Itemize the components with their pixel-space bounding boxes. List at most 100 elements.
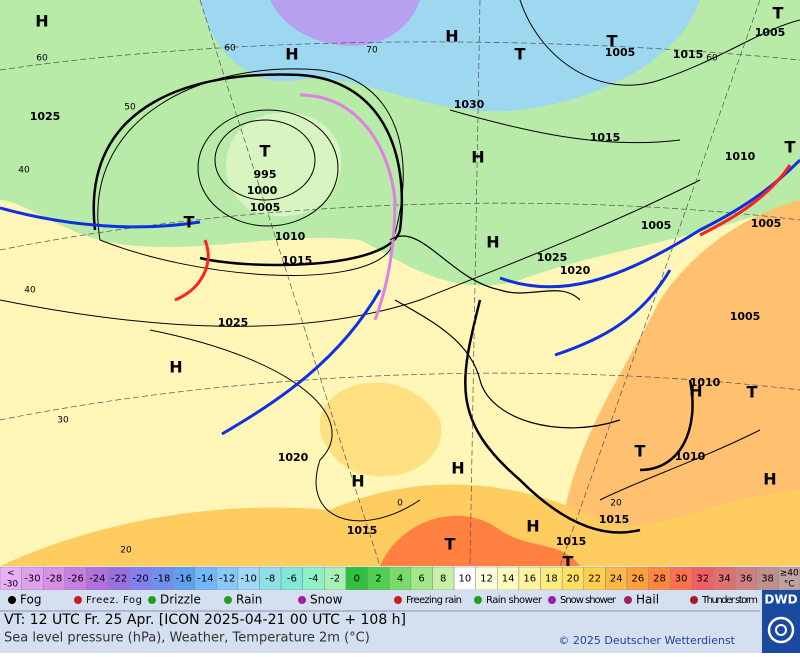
weather-symbol [298, 596, 306, 604]
cold-front [554, 269, 672, 357]
scale-label: -30 [3, 580, 18, 590]
temperature-label: 40 [24, 286, 36, 296]
scale-label: 14 [502, 574, 515, 585]
isobar-label: 1020 [560, 264, 591, 277]
weather-symbol [690, 596, 698, 604]
scale-label: -28 [46, 574, 62, 585]
legend-label: Drizzle [160, 593, 201, 607]
high-pressure: H [526, 517, 539, 536]
high-pressure: H [169, 358, 182, 377]
scale-label: 20 [567, 574, 580, 585]
weather-legend: Fog Freez. Fog Drizzle Rain Snow Freezing rai… [8, 593, 758, 607]
warm-zone-south [0, 484, 800, 566]
high-pressure: H [285, 45, 298, 64]
weather-symbol [74, 596, 82, 604]
scale-label: 32 [696, 574, 709, 585]
scale-label: -20 [132, 574, 148, 585]
weather-symbol [624, 596, 632, 604]
low-pressure: T [260, 142, 271, 161]
legend-label: Hail [636, 593, 659, 607]
scale-label: -22 [111, 574, 127, 585]
isobar-label: 1015 [590, 131, 621, 144]
isobar-label: 1025 [30, 110, 61, 123]
main-isobars [92, 73, 694, 534]
scale-label: -6 [287, 574, 297, 585]
temperature-label: 0 [397, 499, 403, 509]
weather-symbol [8, 596, 16, 604]
cold-front [0, 206, 201, 229]
isobars [0, 0, 800, 522]
high-pressure: H [351, 472, 364, 491]
legend-label: Thunder storm [701, 595, 758, 606]
weather-symbol [474, 596, 482, 604]
isobar-label: 1025 [218, 316, 249, 329]
legend-label: Fog [20, 593, 41, 607]
temperature-label: 20 [610, 499, 622, 509]
legend-label: Freez. Fog [86, 595, 142, 606]
scale-label: 26 [631, 574, 644, 585]
temperature-label: 60 [224, 44, 236, 54]
legend-label: Freezing rain [406, 595, 462, 606]
scale-label: 8 [440, 574, 446, 585]
scale-label: -18 [154, 574, 170, 585]
logo-swirl [775, 624, 787, 636]
isobar-label: 1005 [751, 217, 782, 230]
low-pressure: T [515, 45, 526, 64]
scale-label: -30 [24, 574, 40, 585]
temperature-scale: <-30 -30 -28 -26 -24 -22 -20 -18 -16 -14 -12 -10 -8-… [0, 566, 800, 591]
scale-label: ≥40 [780, 569, 799, 579]
scale-label: -8 [265, 574, 275, 585]
legend-label: Rain [236, 593, 262, 607]
scale-label: -26 [68, 574, 84, 585]
isobar-label: 1010 [275, 230, 306, 243]
scale-label: 34 [718, 574, 731, 585]
high-pressure: H [471, 148, 484, 167]
isobar-label: 1015 [282, 254, 313, 267]
very-cold-zone [270, 0, 420, 46]
scale-label: 36 [740, 574, 753, 585]
hot-zone [380, 515, 580, 566]
temperature-label: 50 [124, 103, 136, 113]
scale-label: 24 [610, 574, 623, 585]
temperature-label: 70 [366, 46, 378, 56]
warm-front [699, 164, 792, 237]
scale-label: 6 [418, 574, 424, 585]
isobar-label: 1020 [278, 451, 309, 464]
scale-label: 18 [545, 574, 558, 585]
scale-label: -10 [240, 574, 256, 585]
warm-front [174, 239, 210, 302]
valid-time: VT: 12 UTC Fr. 25 Apr. [ICON 2025-04-21 … [4, 612, 406, 628]
isobar-label: 1005 [641, 219, 672, 232]
isobar-label: 1030 [454, 98, 485, 111]
isobar-label: 1005 [605, 46, 636, 59]
scale-label: 28 [653, 574, 666, 585]
weather-symbol [148, 596, 156, 604]
isobar-label: 995 [254, 168, 277, 181]
low-pressure: T [445, 535, 456, 554]
scale-label: -16 [176, 574, 192, 585]
low-pressure: T [607, 32, 618, 51]
copyright: © 2025 Deutscher Wetterdienst [558, 634, 735, 647]
scale-label: < [7, 569, 15, 579]
high-pressure: H [486, 233, 499, 252]
isobar-label: 1010 [725, 150, 756, 163]
scale-label: 4 [397, 574, 403, 585]
warm-zone [560, 200, 800, 566]
isobar-label: 1015 [556, 535, 587, 548]
temperature-label: 60 [706, 54, 718, 64]
low-pressure: T [785, 138, 796, 157]
iberia-warm [319, 382, 442, 477]
legend-label: Rain shower [486, 595, 543, 606]
scale-label: 30 [675, 574, 688, 585]
weather-symbol [548, 596, 556, 604]
isobar-label: 1005 [730, 310, 761, 323]
high-pressure: H [763, 470, 776, 489]
low-pressure: T [635, 442, 646, 461]
cold-front [221, 289, 382, 436]
coastline [389, 235, 621, 429]
legend-label: Snow shower [560, 595, 617, 606]
occluded-front [299, 93, 397, 321]
description: Sea level pressure (hPa), Weather, Tempe… [4, 631, 370, 646]
legend-label: Snow [310, 593, 343, 607]
